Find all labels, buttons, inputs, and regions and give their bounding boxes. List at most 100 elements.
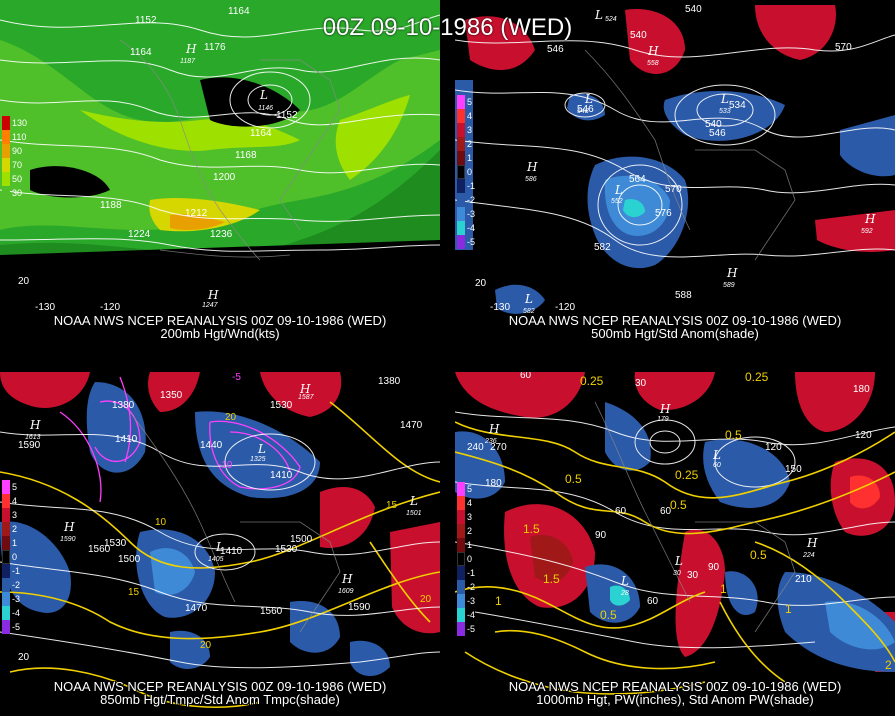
contour-label: 1590 <box>348 602 371 613</box>
contour-label: 546 <box>709 128 726 139</box>
caption-source: NOAA NWS NCEP REANALYSIS 00Z 09-10-1986 … <box>53 313 387 328</box>
temp-label: 20 <box>225 412 237 423</box>
legend-swatch <box>2 508 10 522</box>
panel-caption: NOAA NWS NCEP REANALYSIS 00Z 09-10-1986 … <box>0 680 440 706</box>
legend-entry: -1 <box>457 179 481 193</box>
low-pressure-marker: L <box>675 554 683 568</box>
contour-label: 60 <box>647 596 659 607</box>
legend-label: -3 <box>12 594 21 604</box>
legend-swatch <box>457 552 465 566</box>
legend-swatch <box>2 592 10 606</box>
low-pressure-marker: L <box>260 88 268 102</box>
legend-label: 90 <box>12 146 23 156</box>
legend-entry: 2 <box>457 137 481 151</box>
legend-swatch <box>2 494 10 508</box>
low-pressure-value: 1405 <box>208 556 224 563</box>
legend-label: -3 <box>467 209 476 219</box>
legend-label: 110 <box>12 132 27 142</box>
legend-swatch <box>457 151 465 165</box>
high-pressure-value: 1590 <box>60 536 76 543</box>
contour-label: 1560 <box>260 606 283 617</box>
contour-label: 588 <box>675 290 692 301</box>
high-pressure-value: 589 <box>723 282 735 289</box>
caption-variable: 500mb Hgt/Std Anom(shade) <box>591 326 759 341</box>
legend-swatch <box>2 522 10 536</box>
contour-label: 60 <box>660 506 672 517</box>
pw-label: 0.5 <box>670 498 687 512</box>
legend-swatch <box>457 608 465 622</box>
legend-label: 5 <box>467 97 473 107</box>
legend-entry: -3 <box>2 592 26 606</box>
panel-500mb-map <box>455 5 895 314</box>
contour-label: 30 <box>635 378 647 389</box>
high-pressure-value: 558 <box>647 60 659 67</box>
legend-label: 50 <box>12 174 23 184</box>
contour-label: 540 <box>685 4 702 15</box>
contour-label: 1590 <box>18 440 41 451</box>
temp-label: 20 <box>200 640 212 651</box>
panel-1000mb-pw: 5 4 3 2 1 0 -1 -2 -3 -4 -5 60 0.25 0.25 … <box>455 372 895 716</box>
legend-swatch <box>457 524 465 538</box>
contour-label: 1500 <box>290 534 313 545</box>
legend-entry: -1 <box>2 564 26 578</box>
legend-label: 2 <box>467 526 473 536</box>
legend-entry: 4 <box>2 494 26 508</box>
legend-swatch <box>457 622 465 636</box>
high-pressure-value: 236 <box>485 438 497 445</box>
legend-entry: 30 <box>2 186 26 200</box>
legend-swatch <box>2 130 10 144</box>
low-pressure-value: 1146 <box>258 105 274 112</box>
wind-speed-legend: 130 110 90 70 50 30 <box>2 116 27 200</box>
legend-entry: -1 <box>457 566 481 580</box>
legend-label: 2 <box>12 524 18 534</box>
contour-label: 1152 <box>135 15 157 26</box>
legend-entry: 90 <box>2 144 26 158</box>
legend-swatch <box>457 580 465 594</box>
legend-entry: -2 <box>457 580 481 594</box>
legend-entry: -3 <box>457 594 481 608</box>
legend-swatch <box>457 207 465 221</box>
legend-label: 1 <box>467 540 473 550</box>
temp-label: 20 <box>420 594 432 605</box>
legend-swatch <box>2 144 10 158</box>
temp-label: -10 <box>218 460 233 471</box>
pw-label: 1 <box>785 602 792 616</box>
legend-label: -1 <box>467 568 476 578</box>
high-pressure-marker: H <box>64 520 75 534</box>
caption-variable: 850mb Hgt/Tmpc/Std Anom Tmpc(shade) <box>100 692 340 707</box>
legend-swatch <box>2 158 10 172</box>
contour-label: 1164 <box>228 6 250 17</box>
legend-label: 5 <box>12 482 18 492</box>
legend-entry: -3 <box>457 207 481 221</box>
high-pressure-value: 592 <box>861 228 873 235</box>
contour-label: 150 <box>785 464 802 475</box>
high-pressure-marker: H <box>660 402 671 416</box>
panel-1000mb-pw-map <box>455 372 895 695</box>
legend-swatch <box>2 564 10 578</box>
contour-label: 1188 <box>100 200 122 211</box>
contour-label: 564 <box>629 174 646 185</box>
legend-swatch <box>457 137 465 151</box>
legend-swatch <box>2 550 10 564</box>
legend-swatch <box>2 536 10 550</box>
panel-caption: NOAA NWS NCEP REANALYSIS 00Z 09-10-1986 … <box>455 314 895 340</box>
low-pressure-marker: L <box>615 183 623 197</box>
legend-label: -4 <box>467 610 476 620</box>
low-pressure-value: 1501 <box>406 510 422 517</box>
high-pressure-value: 1187 <box>180 58 196 65</box>
pw-label: 0.25 <box>675 468 699 482</box>
legend-entry: 3 <box>457 123 481 137</box>
legend-label: 70 <box>12 160 23 170</box>
high-pressure-marker: H <box>208 288 219 302</box>
contour-label: 534 <box>729 100 746 111</box>
contour-label: 582 <box>594 242 611 253</box>
pw-label: 0.25 <box>745 372 769 384</box>
contour-label: 1410 <box>270 470 293 481</box>
contour-label: 1164 <box>250 128 272 139</box>
legend-swatch <box>2 186 10 200</box>
temp-label: 15 <box>386 500 398 511</box>
low-pressure-value: 582 <box>523 308 535 315</box>
legend-label: -5 <box>467 237 476 247</box>
lat-label: 20 <box>18 276 30 287</box>
lon-label: -130 <box>490 302 511 313</box>
